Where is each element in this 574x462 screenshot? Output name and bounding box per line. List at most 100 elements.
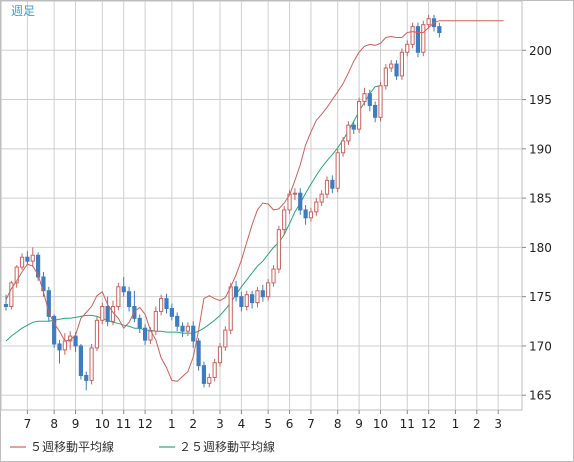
candle-body-down (437, 26, 442, 34)
x-tick-label: 2 (189, 417, 197, 431)
ma5-line-group (5, 20, 504, 382)
y-tick-label: 195 (529, 93, 552, 107)
candle (260, 284, 265, 302)
x-tick-label: 10 (373, 417, 388, 431)
candle-body-up (94, 319, 100, 349)
candle (362, 87, 367, 106)
candle (201, 361, 207, 388)
candle-body-up (410, 26, 415, 45)
candle (175, 312, 180, 332)
candle (373, 101, 378, 123)
candle-body-down (330, 179, 335, 189)
x-tick-label: 1 (452, 417, 460, 431)
legend-ma25-label: ２５週移動平均線 (179, 439, 275, 454)
candle (351, 121, 356, 135)
candle (233, 280, 239, 302)
candle-body-down (57, 343, 62, 351)
candle (137, 314, 142, 334)
candle (185, 322, 191, 337)
candle-body-up (335, 152, 340, 189)
candle-body-down (175, 315, 180, 327)
candle-body-down (121, 286, 126, 293)
candle (84, 371, 89, 391)
candle-body-up (89, 347, 94, 381)
candle (292, 188, 297, 201)
candle (367, 89, 372, 112)
candle-body-up (324, 179, 330, 195)
candle (319, 190, 324, 206)
candle-body-up (426, 18, 431, 26)
candle-body-down (73, 335, 78, 347)
candle-body-up (266, 282, 271, 298)
candle-body-down (303, 209, 308, 219)
candle (266, 278, 271, 301)
candle-body-up (399, 51, 404, 77)
candle (121, 276, 126, 297)
x-tick-label: 2 (473, 417, 481, 431)
y-tick-label: 185 (529, 192, 552, 206)
candle (399, 48, 404, 80)
candle (378, 81, 383, 122)
candle-body-down (164, 298, 169, 309)
candle (383, 64, 388, 90)
candle-body-up (223, 329, 228, 348)
candle-body-down (169, 307, 174, 317)
x-tick-label: 9 (355, 417, 363, 431)
candle-body-up (116, 286, 121, 308)
candle-body-up (340, 140, 346, 154)
candle-body-up (217, 346, 223, 364)
x-tick-label: 5 (264, 417, 272, 431)
candle (239, 291, 244, 312)
candle (180, 322, 185, 338)
y-tick-label: 165 (529, 389, 552, 403)
candle-body-up (153, 310, 158, 332)
candle-body-up (30, 254, 35, 262)
candle (9, 280, 14, 310)
candle-body-up (319, 193, 324, 203)
x-tick-label: 12 (421, 417, 436, 431)
candle-body-up (185, 325, 191, 332)
candle-body-up (244, 294, 249, 308)
candle (30, 247, 35, 268)
plot-area (0, 0, 523, 411)
candle-body-up (255, 290, 260, 304)
y-axis: 165 170 175 180 185 190 195 200 (522, 44, 552, 403)
candle-body-up (9, 282, 14, 308)
candle (426, 14, 431, 29)
candle (228, 282, 233, 335)
candle-body-down (78, 345, 84, 377)
y-tick-label: 175 (529, 290, 552, 304)
candle (340, 137, 346, 157)
candle-body-down (46, 290, 51, 317)
candle (3, 294, 9, 311)
candle (46, 286, 51, 322)
candle (415, 22, 421, 58)
candle (52, 314, 57, 348)
x-tick-label: 8 (334, 417, 342, 431)
candle-body-down (137, 317, 142, 329)
candle-body-up (62, 340, 67, 351)
candle-body-up (308, 211, 314, 219)
x-tick-label: 10 (95, 417, 110, 431)
x-tick-label: 3 (216, 417, 224, 431)
candle (394, 60, 399, 80)
candle (271, 265, 276, 287)
candle (324, 176, 330, 199)
candle-body-down (180, 325, 185, 332)
candle-body-down (196, 340, 201, 367)
candle (308, 207, 314, 222)
candle-body-up (421, 24, 426, 53)
candle (335, 148, 340, 193)
candle-body-up (378, 85, 383, 118)
candle (276, 225, 281, 274)
candle (169, 303, 174, 321)
candle (405, 40, 410, 57)
candle (14, 265, 19, 288)
candle-body-up (357, 101, 362, 130)
candle-body-up (383, 67, 388, 87)
candle-body-up (282, 209, 287, 231)
candle-body-down (191, 325, 196, 342)
candle (78, 343, 84, 380)
